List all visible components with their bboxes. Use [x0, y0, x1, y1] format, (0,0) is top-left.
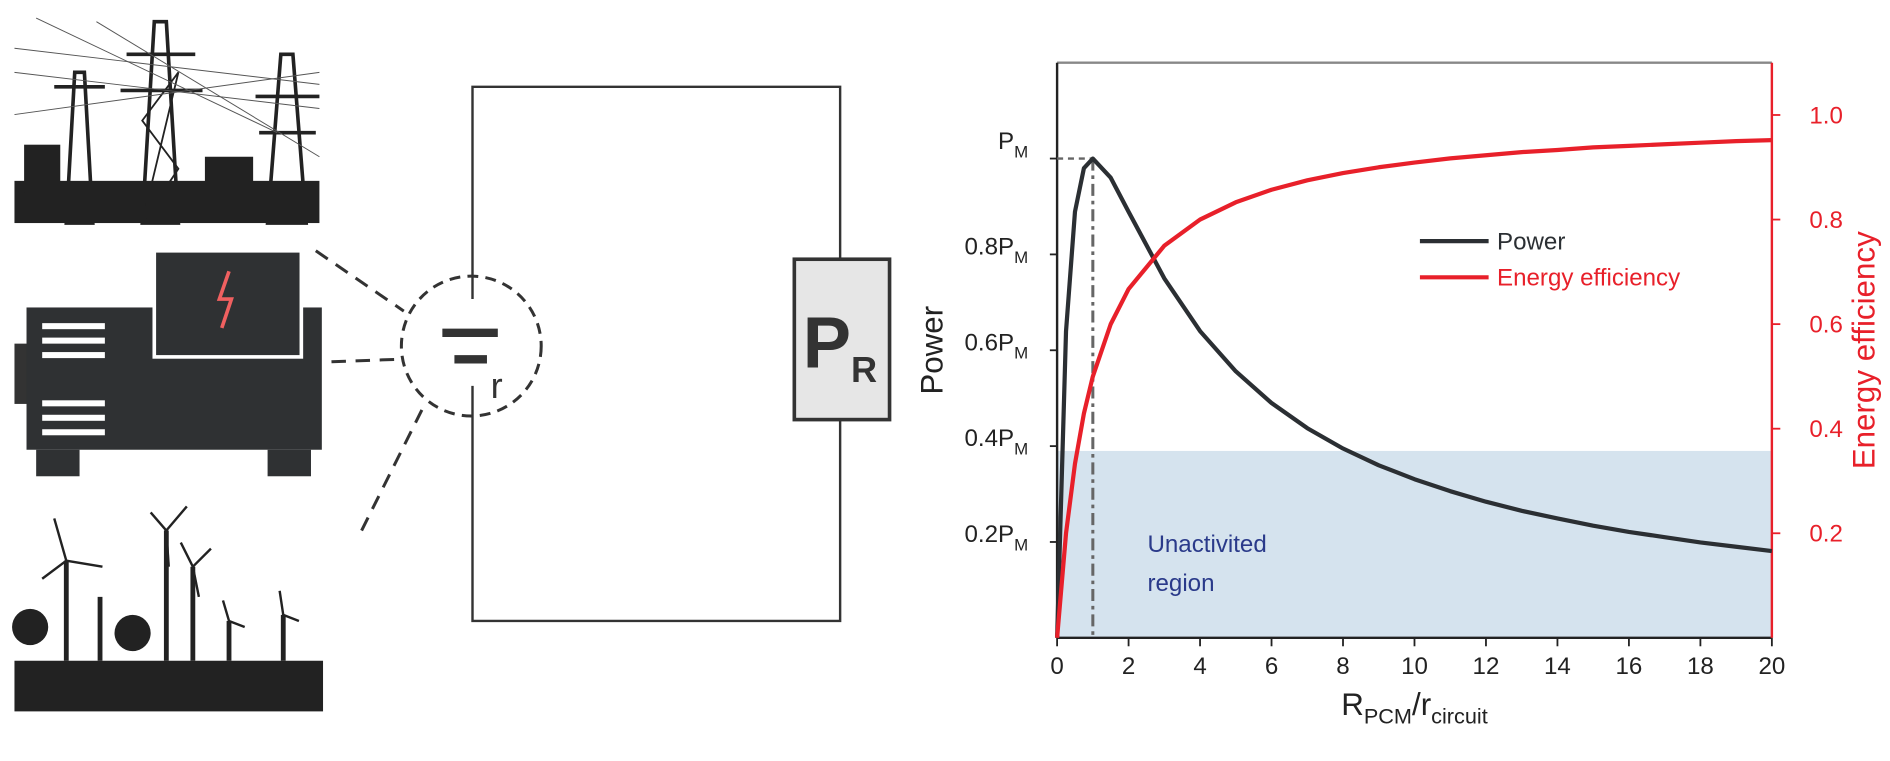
- x-tick-label: 6: [1265, 653, 1278, 680]
- y-tick-label: 0.6PM: [965, 329, 1029, 362]
- x-axis-label-main: /r: [1412, 687, 1431, 722]
- y-tick-label: 0.2PM: [965, 521, 1029, 554]
- y2-axis-label: Energy efficiency: [1846, 231, 1881, 469]
- load-label-main: P: [803, 304, 851, 384]
- load-label: PR: [803, 304, 877, 390]
- region-label: region: [1148, 570, 1215, 597]
- battery-label: r: [491, 365, 503, 406]
- y-tick-label-main: 0.6P: [965, 329, 1015, 356]
- x-tick-label: 0: [1050, 653, 1063, 680]
- x-tick-label: 8: [1336, 653, 1349, 680]
- region-label: Unactivited: [1148, 531, 1267, 558]
- y-tick-label: PM: [998, 128, 1028, 161]
- y2-tick-label: 0.8: [1809, 207, 1843, 234]
- y-tick-label-main: 0.8P: [965, 233, 1015, 260]
- y-tick-label-subscript: M: [1014, 142, 1028, 161]
- y-tick-label: 0.4PM: [965, 425, 1029, 458]
- x-axis-label: RPCM/rcircuit: [1341, 687, 1488, 728]
- y-tick-label-subscript: M: [1014, 248, 1028, 267]
- x-axis-label-main: R: [1341, 687, 1364, 722]
- legend-label: Energy efficiency: [1497, 265, 1680, 292]
- y-tick-label: 0.8PM: [965, 233, 1029, 266]
- y2-tick-label: 1.0: [1809, 102, 1843, 129]
- generator-illustration: [14, 248, 322, 477]
- y2-tick-label: 0.2: [1809, 521, 1843, 548]
- power-grid-illustration: [14, 17, 320, 225]
- circuit: [399, 85, 892, 623]
- y-tick-label-main: 0.2P: [965, 521, 1015, 548]
- x-tick-label: 4: [1193, 653, 1206, 680]
- shaded-region: [1057, 450, 1772, 638]
- legend-label: Power: [1497, 229, 1565, 256]
- x-tick-label: 14: [1544, 653, 1571, 680]
- x-tick-label: 2: [1122, 653, 1135, 680]
- y-tick-label-subscript: M: [1014, 344, 1028, 363]
- y-axis-label: Power: [915, 306, 950, 395]
- x-tick-label: 10: [1401, 653, 1428, 680]
- x-tick-label: 12: [1473, 653, 1500, 680]
- x-axis-label-subscript: PCM: [1364, 703, 1412, 728]
- x-axis-label-subscript: circuit: [1431, 703, 1488, 728]
- y-tick-label-subscript: M: [1014, 440, 1028, 459]
- y2-tick-label: 0.4: [1809, 416, 1843, 443]
- wind-farm-illustration: [12, 505, 324, 712]
- connector-lines: [314, 249, 424, 532]
- y-tick-label-subscript: M: [1014, 535, 1028, 554]
- x-tick-label: 18: [1687, 653, 1714, 680]
- data-line: [1054, 137, 1772, 639]
- load-label-subscript: R: [851, 349, 877, 390]
- y2-tick-label: 0.6: [1809, 312, 1843, 339]
- y-tick-label-main: P: [998, 128, 1014, 155]
- x-tick-label: 16: [1616, 653, 1643, 680]
- y-tick-label-main: 0.4P: [965, 425, 1015, 452]
- data-line: [1054, 156, 1773, 638]
- x-tick-label: 20: [1758, 653, 1785, 680]
